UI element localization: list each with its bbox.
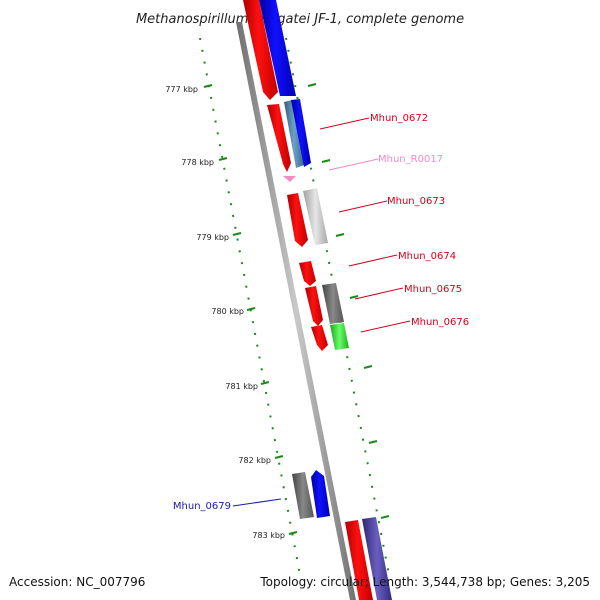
gene-labels: Mhun_0672 Mhun_R0017 Mhun_0673 Mhun_0674…: [173, 113, 469, 512]
tick-label: 783 kbp: [252, 531, 285, 540]
major-ticks-right: [307, 83, 390, 519]
gene-mhun-0674[interactable]: [299, 261, 316, 286]
gene-mhun-0672-steel[interactable]: [284, 100, 304, 168]
gene-mhun-0675[interactable]: [322, 283, 344, 324]
gene-top-red[interactable]: [243, 0, 278, 100]
gene-red-forward-2[interactable]: [287, 193, 308, 247]
genome-summary-text: Topology: circular; Length: 3,544,738 bp…: [259, 575, 590, 589]
gene-label-mhun-0672[interactable]: Mhun_0672: [370, 113, 428, 124]
accession-text: Accession: NC_007796: [9, 575, 145, 589]
gene-bottom-red[interactable]: [345, 520, 373, 600]
gene-label-mhun-0675[interactable]: Mhun_0675: [404, 284, 462, 295]
tick-label: 782 kbp: [238, 456, 271, 465]
gene-label-mhun-r0017[interactable]: Mhun_R0017: [378, 154, 443, 165]
gene-label-mhun-0673[interactable]: Mhun_0673: [387, 196, 445, 207]
gene-top-blue[interactable]: [259, 0, 296, 96]
gene-label-mhun-0674[interactable]: Mhun_0674: [398, 251, 456, 262]
gene-label-mhun-0676[interactable]: Mhun_0676: [411, 317, 469, 328]
map-title: Methanospirillum hungatei JF-1, complete…: [136, 12, 464, 27]
major-ticks-left: [203, 84, 298, 535]
tick-label: 778 kbp: [181, 158, 214, 167]
label-connectors: [232, 117, 411, 507]
gene-mhun-0679[interactable]: [311, 470, 330, 518]
tick-label: 779 kbp: [196, 233, 229, 242]
gene-bottom-purple[interactable]: [362, 517, 392, 600]
gene-red-forward-3[interactable]: [305, 286, 323, 326]
tick-label: 780 kbp: [211, 307, 244, 316]
gene-mhun-0673[interactable]: [303, 188, 328, 245]
tick-label: 777 kbp: [165, 85, 198, 94]
gene-red-forward-1[interactable]: [267, 104, 291, 172]
genome-backbone: [236, 22, 356, 600]
gene-mhun-0676[interactable]: [330, 323, 349, 350]
gene-mhun-r0017[interactable]: [283, 176, 296, 182]
gene-red-forward-4[interactable]: [311, 325, 328, 351]
tick-labels: 777 kbp 778 kbp 779 kbp 780 kbp 781 kbp …: [165, 85, 285, 540]
gene-gray-reverse[interactable]: [292, 472, 314, 519]
gene-mhun-0672-blue[interactable]: [291, 99, 311, 167]
gene-label-mhun-0679[interactable]: Mhun_0679: [173, 501, 231, 512]
tick-label: 781 kbp: [225, 382, 258, 391]
